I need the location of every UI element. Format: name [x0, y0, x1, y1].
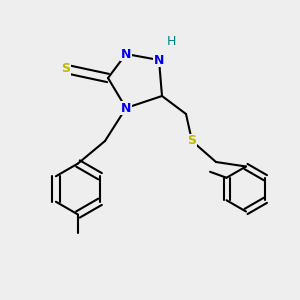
Text: S: S — [61, 62, 70, 76]
Text: S: S — [188, 134, 196, 148]
Text: H: H — [166, 35, 176, 49]
Text: N: N — [121, 101, 131, 115]
Text: N: N — [154, 53, 164, 67]
Text: N: N — [121, 47, 131, 61]
